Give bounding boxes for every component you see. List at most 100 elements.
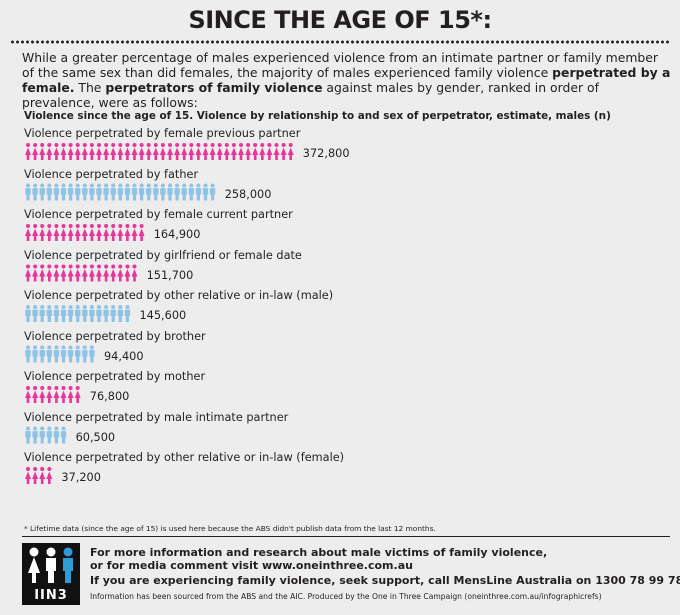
person-icon [67, 345, 74, 363]
person-icon [60, 224, 67, 241]
person-icon [131, 264, 138, 282]
person-icon [25, 264, 31, 282]
person-icon [39, 467, 46, 484]
one-in-three-logo: IIN3 [22, 543, 80, 605]
family-figures-icon [28, 547, 73, 583]
person-icon [117, 305, 123, 322]
person-icon [32, 386, 39, 403]
person-icon [259, 143, 266, 160]
person-icon [46, 305, 52, 322]
person-icon [266, 143, 273, 160]
person-icon [202, 183, 209, 201]
person-icon [25, 467, 31, 484]
person-icon [131, 224, 138, 241]
person-icon [60, 143, 67, 160]
person-icon [110, 305, 116, 322]
person-icon [103, 143, 110, 160]
person-icon [287, 143, 294, 160]
person-icon [209, 143, 216, 160]
person-icon [89, 183, 95, 201]
person-icon [152, 143, 159, 160]
person-icon [74, 224, 81, 241]
person-icon [188, 143, 195, 160]
person-icon [74, 386, 81, 403]
person-icon [46, 345, 52, 363]
person-icon [160, 183, 166, 201]
category-label: Violence perpetrated by other relative o… [24, 289, 334, 302]
person-icon [103, 305, 109, 322]
bar-female [25, 143, 294, 160]
dotted-divider [10, 40, 670, 44]
person-icon [81, 264, 88, 282]
person-icon [39, 386, 46, 403]
person-icon [88, 264, 95, 282]
person-icon [46, 224, 53, 241]
person-icon [53, 305, 60, 322]
value-label: 372,800 [302, 147, 350, 160]
intro-text-2: The [74, 80, 106, 95]
category-label: Violence perpetrated by girlfriend or fe… [24, 248, 302, 262]
value-label: 145,600 [139, 309, 187, 322]
value-label: 37,200 [61, 471, 101, 484]
person-icon [46, 467, 53, 484]
person-icon [117, 183, 123, 201]
person-icon [209, 183, 216, 201]
person-icon [230, 143, 237, 160]
person-icon [146, 183, 152, 201]
person-icon [25, 426, 31, 444]
person-icon [67, 224, 74, 241]
person-icon [39, 224, 46, 241]
person-icon [32, 143, 39, 160]
bar-female [25, 467, 53, 484]
info-text: For more information and research about … [90, 546, 670, 572]
person-icon [124, 264, 131, 282]
person-icon [60, 426, 67, 444]
person-icon [67, 264, 74, 282]
person-icon [25, 183, 31, 201]
person-icon [39, 426, 45, 444]
person-icon [89, 345, 95, 363]
intro-bold-2: perpetrators of family violence [105, 80, 323, 95]
person-icon [81, 143, 88, 160]
category-label: Violence perpetrated by other relative o… [24, 451, 345, 464]
intro-paragraph: While a greater percentage of males expe… [22, 50, 672, 110]
person-icon [32, 183, 38, 201]
person-icon [124, 305, 131, 322]
person-icon [32, 264, 39, 282]
source-text: Information has been sourced from the AB… [90, 592, 602, 601]
person-icon [159, 143, 166, 160]
person-icon [188, 183, 194, 201]
category-label: Violence perpetrated by mother [24, 370, 206, 383]
value-label: 76,800 [89, 390, 130, 403]
category-label: Violence perpetrated by female previous … [24, 127, 301, 140]
person-icon [46, 183, 52, 201]
person-icon [25, 386, 31, 403]
person-icon [110, 143, 117, 160]
bar-female [25, 264, 138, 282]
person-icon [238, 143, 244, 160]
person-icon [60, 345, 67, 363]
person-icon [138, 143, 145, 160]
person-icon [53, 386, 60, 403]
person-icon [82, 345, 88, 363]
person-icon [25, 224, 31, 241]
person-icon [81, 224, 88, 241]
person-icon [82, 183, 88, 201]
person-icon [195, 183, 202, 201]
person-icon [202, 143, 209, 160]
person-icon [103, 224, 110, 241]
person-icon [245, 143, 252, 160]
person-icon [117, 143, 124, 160]
person-icon [124, 183, 131, 201]
person-icon [96, 224, 102, 241]
person-icon [39, 345, 45, 363]
person-icon [60, 183, 67, 201]
person-icon [60, 305, 67, 322]
person-icon [153, 183, 159, 201]
person-icon [117, 264, 124, 282]
person-icon [67, 183, 74, 201]
bar-male [25, 345, 95, 363]
person-icon [96, 264, 102, 282]
person-icon [131, 183, 138, 201]
